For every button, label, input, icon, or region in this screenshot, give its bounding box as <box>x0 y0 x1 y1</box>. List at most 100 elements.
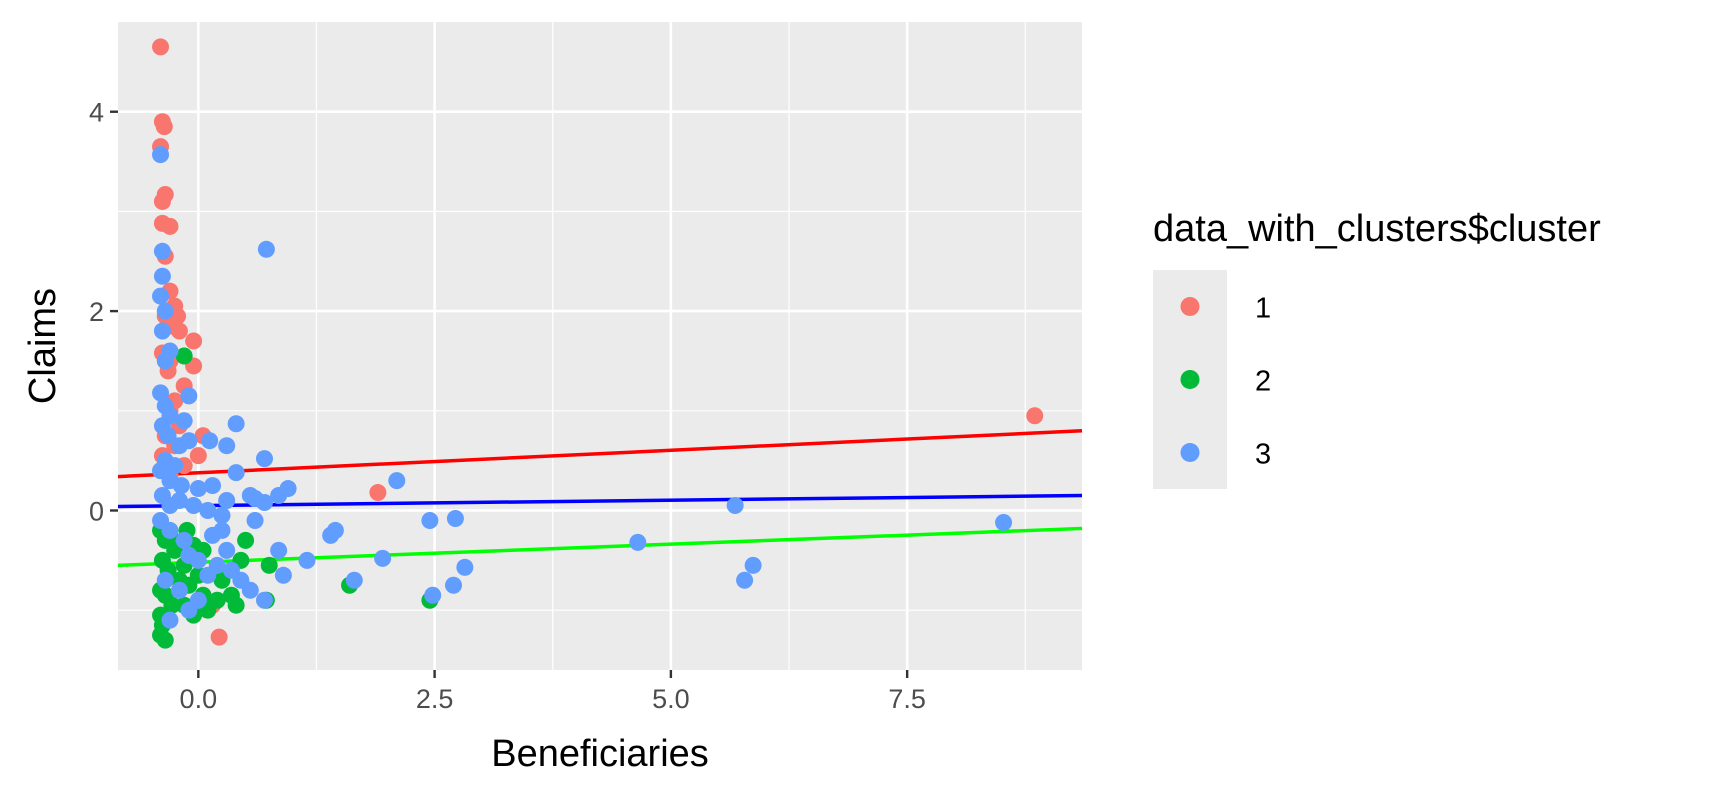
legend: data_with_clusters$cluster 1 2 3 <box>1153 208 1601 489</box>
data-point <box>185 332 203 350</box>
legend-label: 3 <box>1255 439 1271 471</box>
data-point <box>424 586 442 604</box>
data-point <box>156 571 174 589</box>
data-point <box>445 576 463 594</box>
data-point <box>270 541 288 559</box>
legend-label: 1 <box>1255 293 1271 325</box>
data-point <box>213 521 231 539</box>
data-point <box>218 541 236 559</box>
y-axis-title: Claims <box>22 288 64 404</box>
data-point <box>726 497 744 515</box>
data-point <box>446 509 464 527</box>
data-point <box>326 521 344 539</box>
data-point <box>255 591 273 609</box>
data-point <box>170 492 188 510</box>
data-point <box>298 551 316 569</box>
data-point <box>369 484 387 502</box>
data-point <box>152 146 170 164</box>
data-point <box>156 631 174 649</box>
data-point <box>257 240 275 258</box>
fit-line <box>117 493 1083 509</box>
data-point <box>180 387 198 405</box>
y-tick-label: 4 <box>89 98 104 128</box>
legend-key-point <box>1180 370 1200 389</box>
data-point <box>159 427 177 445</box>
data-point <box>227 596 245 614</box>
y-tick-label: 0 <box>89 496 104 526</box>
data-point <box>255 450 273 468</box>
data-point <box>180 601 198 619</box>
data-point <box>260 556 278 574</box>
data-point <box>201 432 219 450</box>
data-point <box>156 352 174 370</box>
data-point <box>189 551 207 569</box>
data-point <box>388 472 406 490</box>
legend-key-point <box>1180 297 1200 316</box>
fit-line <box>117 526 1083 568</box>
data-points <box>152 38 1044 649</box>
x-axis-title: Beneficiaries <box>491 733 709 775</box>
data-point <box>172 477 190 495</box>
x-tick-label: 0.0 <box>180 684 218 714</box>
data-point <box>153 322 171 340</box>
data-point <box>279 480 297 498</box>
data-point <box>161 611 179 629</box>
data-point <box>155 118 173 136</box>
data-point <box>199 566 217 584</box>
data-point <box>246 511 264 529</box>
axes: 0.0 2.5 5.0 7.5 0 2 4 <box>89 98 926 714</box>
data-point <box>218 492 236 510</box>
x-tick-label: 7.5 <box>888 684 926 714</box>
data-point <box>153 214 171 232</box>
data-point <box>255 494 273 512</box>
data-point <box>1026 407 1044 425</box>
data-point <box>237 531 255 549</box>
data-point <box>156 302 174 320</box>
plot-panel <box>118 22 1082 670</box>
data-point <box>995 513 1013 531</box>
data-point <box>199 501 217 519</box>
data-point <box>744 556 762 574</box>
data-point <box>208 591 226 609</box>
data-point <box>163 596 181 614</box>
data-point <box>456 558 474 576</box>
x-tick-label: 2.5 <box>416 684 454 714</box>
minor-gridlines <box>118 22 1082 670</box>
legend-key-point <box>1180 443 1200 462</box>
data-point <box>152 38 170 56</box>
fit-line <box>117 428 1083 479</box>
data-point <box>170 581 188 599</box>
data-point <box>175 531 193 549</box>
data-point <box>736 571 754 589</box>
legend-label: 2 <box>1255 366 1271 398</box>
legend-entries: 1 2 3 <box>1180 293 1271 471</box>
data-point <box>166 457 184 475</box>
data-point <box>175 347 193 365</box>
data-point <box>170 322 188 340</box>
data-point <box>421 511 439 529</box>
data-point <box>175 412 193 430</box>
data-point <box>152 287 170 305</box>
data-point <box>374 549 392 567</box>
data-point <box>153 192 171 210</box>
fit-lines <box>117 428 1083 568</box>
legend-title: data_with_clusters$cluster <box>1153 208 1601 250</box>
data-point <box>153 242 171 260</box>
data-point <box>180 432 198 450</box>
data-point <box>210 628 228 646</box>
y-tick-label: 2 <box>89 297 104 327</box>
data-point <box>213 506 231 524</box>
data-point <box>345 571 363 589</box>
data-point <box>227 415 245 433</box>
data-point <box>185 497 203 515</box>
x-tick-label: 5.0 <box>652 684 690 714</box>
data-point <box>241 581 259 599</box>
data-point <box>227 464 245 482</box>
major-gridlines <box>118 22 1082 670</box>
data-point <box>161 521 179 539</box>
data-point <box>189 480 207 498</box>
data-point <box>629 533 647 551</box>
data-point <box>153 267 171 285</box>
data-point <box>204 477 222 495</box>
